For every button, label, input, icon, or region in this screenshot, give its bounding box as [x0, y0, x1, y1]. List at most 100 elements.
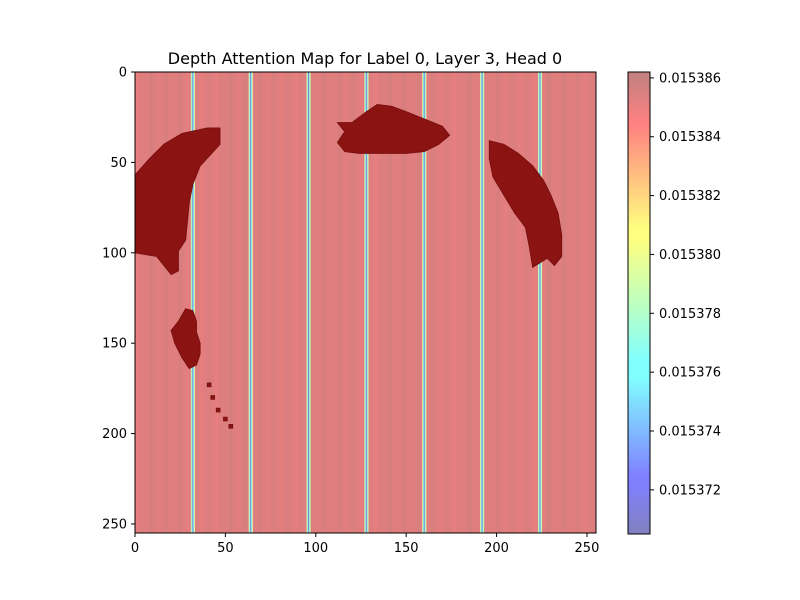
heatmap-column — [142, 72, 146, 533]
heatmap-column — [272, 72, 276, 533]
heatmap-column — [344, 72, 349, 533]
plot-frame — [134, 71, 597, 534]
column-stripe — [308, 72, 310, 533]
heatmap-column — [330, 72, 334, 533]
heatmap-column — [178, 72, 182, 533]
heatmap-column — [163, 72, 168, 533]
x-tick-label: 0 — [131, 541, 139, 556]
heatmap-column — [438, 72, 443, 533]
heatmap-column — [294, 72, 298, 533]
colorbar-tick-label: 0.015384 — [659, 130, 721, 145]
y-axis: 0 50 100 150 200 250 — [102, 66, 135, 532]
column-stripe — [423, 72, 424, 533]
x-tick-label: 250 — [575, 541, 600, 556]
colorbar-frame — [627, 71, 651, 535]
heatmap-column — [351, 72, 356, 533]
overlay-dot-2 — [210, 395, 216, 400]
heatmap-column — [214, 72, 219, 533]
overlay-dot-4 — [223, 416, 228, 422]
column-stripe — [422, 72, 424, 533]
heatmap-column — [301, 72, 305, 533]
heatmap-column — [547, 72, 551, 533]
chart-title: Depth Attention Map for Label 0, Layer 3… — [168, 49, 562, 68]
column-stripe — [249, 72, 251, 533]
heatmap-column — [503, 72, 508, 533]
heatmap-column — [576, 72, 580, 533]
heatmap-column — [409, 72, 414, 533]
x-tick-label: 50 — [217, 541, 234, 556]
heatmap-column — [149, 72, 154, 533]
heatmap-column — [431, 72, 436, 533]
heatmap-column — [496, 72, 501, 533]
heatmap-column — [373, 72, 378, 533]
column-stripe — [366, 72, 368, 533]
y-tick-label: 150 — [102, 337, 127, 352]
heatmap-column — [236, 72, 240, 533]
colorbar-tick-label: 0.015380 — [659, 248, 721, 263]
heatmap-column — [568, 72, 573, 533]
column-stripe — [193, 72, 195, 533]
heatmap-column — [489, 72, 493, 533]
heatmap-column — [445, 72, 450, 533]
column-stripe — [482, 72, 484, 533]
y-tick-label: 200 — [102, 427, 127, 442]
heatmap-column — [467, 72, 472, 533]
heatmap-column — [207, 72, 211, 533]
heatmap-column — [532, 72, 537, 533]
colorbar-tick-label: 0.015374 — [659, 425, 721, 440]
column-stripe — [367, 72, 369, 533]
x-tick-label: 100 — [303, 541, 328, 556]
heatmap-column — [229, 72, 233, 533]
column-stripe — [190, 72, 192, 533]
column-stripe — [480, 72, 482, 533]
heatmap-column — [583, 72, 587, 533]
colorbar-ticks: 0.015372 0.015374 0.015376 0.015378 0.015380… — [650, 71, 721, 498]
y-tick-label: 250 — [102, 517, 127, 532]
column-stripe — [306, 72, 308, 533]
y-tick-label: 0 — [119, 66, 127, 81]
heatmap-column — [561, 72, 566, 533]
column-stripe — [251, 72, 253, 533]
heatmap-column — [315, 72, 320, 533]
column-stripe — [537, 72, 539, 533]
heatmap-column — [286, 72, 291, 533]
heatmap-column — [200, 72, 204, 533]
overlay-left-lower-blob — [170, 308, 201, 370]
colorbar: 0.015372 0.015374 0.015376 0.015378 0.015380… — [627, 71, 721, 535]
heatmap-column — [337, 72, 342, 533]
heatmap-column — [171, 72, 175, 533]
heatmap-column — [511, 72, 515, 533]
overlay-dot-1 — [206, 382, 212, 388]
heatmap-column — [359, 72, 363, 533]
heatmap-column — [417, 72, 421, 533]
column-stripe — [192, 72, 194, 533]
heatmap-column — [388, 72, 392, 533]
column-stripe — [364, 72, 366, 533]
colorbar-tick-label: 0.015382 — [659, 189, 721, 204]
overlay-right-arc — [488, 140, 563, 269]
heatmap-column — [590, 72, 595, 533]
x-tick-label: 200 — [484, 541, 509, 556]
heatmap-column — [380, 72, 385, 533]
column-stripe — [308, 72, 310, 533]
overlay-top-center-blob — [336, 104, 451, 154]
heatmap-column — [518, 72, 522, 533]
heatmap-column — [460, 72, 465, 533]
column-stripe — [251, 72, 253, 533]
plot-area — [135, 72, 596, 533]
column-stripe — [538, 72, 540, 533]
heatmap-column — [243, 72, 248, 533]
x-axis: 0 50 100 150 200 250 — [131, 533, 600, 556]
column-stripe — [483, 72, 485, 533]
overlay-left-arc — [135, 127, 221, 276]
overlay-dot-5 — [228, 424, 234, 429]
heatmap-column — [185, 72, 190, 533]
heatmap-column — [221, 72, 226, 533]
colorbar-tick-label: 0.015386 — [659, 71, 721, 86]
heatmap-column — [265, 72, 269, 533]
column-stripe — [309, 72, 311, 533]
column-stripe — [539, 72, 541, 533]
heatmap-column — [257, 72, 262, 533]
overlay-dot-3 — [215, 407, 221, 413]
heatmap-column — [156, 72, 161, 533]
